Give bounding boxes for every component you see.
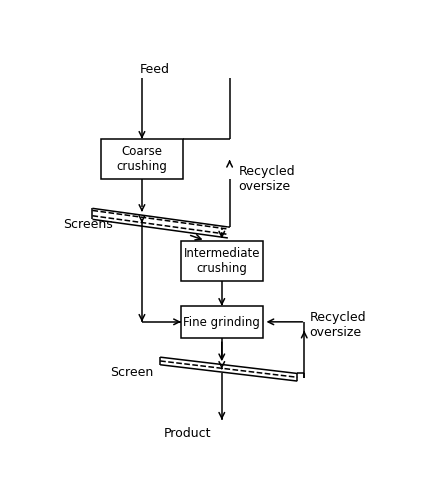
Text: Product: Product [164,426,212,440]
Text: Recycled
oversize: Recycled oversize [238,165,295,193]
Text: Fine grinding: Fine grinding [183,316,260,328]
Bar [181,306,263,338]
Text: Recycled
oversize: Recycled oversize [310,311,366,339]
Bar [181,242,263,281]
Text: Coarse
crushing: Coarse crushing [116,145,168,173]
Text: Feed: Feed [140,63,170,76]
Text: Screen: Screen [110,366,153,379]
Text: Screens: Screens [63,218,113,231]
Text: Intermediate
crushing: Intermediate crushing [184,247,260,275]
Bar [101,139,183,179]
